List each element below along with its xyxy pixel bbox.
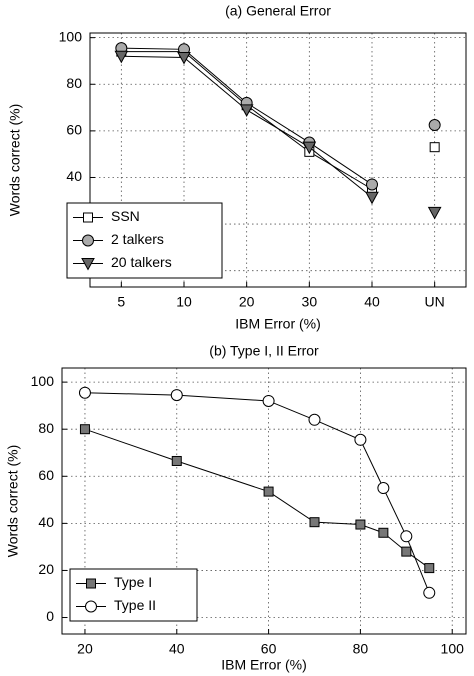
x-axis-label: IBM Error (%): [221, 657, 307, 673]
marker: [427, 206, 442, 220]
legend-marker: [85, 600, 97, 613]
legend-label: 2 talkers: [111, 231, 164, 247]
marker: [401, 546, 412, 557]
legend-marker: [81, 258, 95, 271]
legend-label: Type I: [114, 574, 152, 590]
y-tick-label: 40: [66, 168, 82, 184]
marker: [262, 394, 275, 407]
legend-marker: [82, 234, 94, 247]
marker: [79, 424, 90, 435]
marker: [400, 530, 413, 543]
marker: [177, 51, 191, 65]
marker: [429, 142, 440, 153]
marker: [309, 517, 320, 528]
series-line: [84, 428, 430, 569]
marker: [114, 50, 129, 64]
chart-title: (b) Type I, II Error: [209, 343, 319, 359]
x-tick-label: 80: [353, 641, 369, 657]
x-tick-label: 5: [117, 294, 125, 310]
marker: [423, 586, 436, 599]
x-tick-label: UN: [425, 294, 445, 310]
legend-label: 20 talkers: [111, 254, 172, 270]
marker: [302, 141, 317, 155]
y-tick-label: 0: [46, 608, 54, 624]
marker: [365, 191, 379, 205]
marker: [170, 389, 183, 402]
marker: [78, 386, 91, 399]
marker: [263, 486, 274, 497]
x-tick-label: 30: [302, 294, 318, 310]
marker: [354, 433, 367, 446]
x-tick-label: 40: [364, 294, 380, 310]
x-tick-label: 20: [77, 641, 93, 657]
x-tick-label: 60: [261, 641, 277, 657]
y-tick-label: 60: [66, 122, 82, 138]
series-line: [121, 55, 373, 198]
marker: [377, 482, 390, 495]
y-tick-label: 40: [38, 514, 54, 530]
marker: [239, 104, 254, 117]
x-axis-label: IBM Error (%): [235, 316, 321, 332]
y-tick-label: 80: [66, 75, 82, 91]
legend-marker: [86, 578, 96, 589]
chart-title: (a) General Error: [225, 3, 331, 19]
legend-label: Type II: [114, 597, 156, 613]
y-tick-label: 20: [38, 561, 54, 577]
x-tick-label: 20: [239, 294, 255, 310]
marker: [424, 563, 435, 574]
y-tick-label: 80: [38, 420, 54, 436]
marker: [355, 519, 366, 530]
legend-label: SSN: [111, 208, 140, 224]
marker: [428, 119, 441, 132]
legend-marker: [83, 212, 93, 223]
y-tick-label: 60: [38, 467, 54, 483]
x-tick-label: 10: [176, 294, 192, 310]
y-axis-label: Words correct (%): [7, 104, 23, 217]
plot-frame: [61, 367, 467, 635]
x-tick-label: 40: [169, 641, 185, 657]
x-tick-label: 100: [441, 641, 465, 657]
marker: [171, 455, 182, 466]
y-tick-label: 100: [59, 28, 83, 44]
y-tick-label: 100: [31, 373, 55, 389]
series-line: [84, 392, 430, 593]
marker: [378, 527, 389, 538]
marker: [308, 413, 321, 426]
marker: [366, 178, 378, 191]
y-axis-label: Words correct (%): [5, 445, 21, 558]
plot-frame: [89, 32, 467, 288]
